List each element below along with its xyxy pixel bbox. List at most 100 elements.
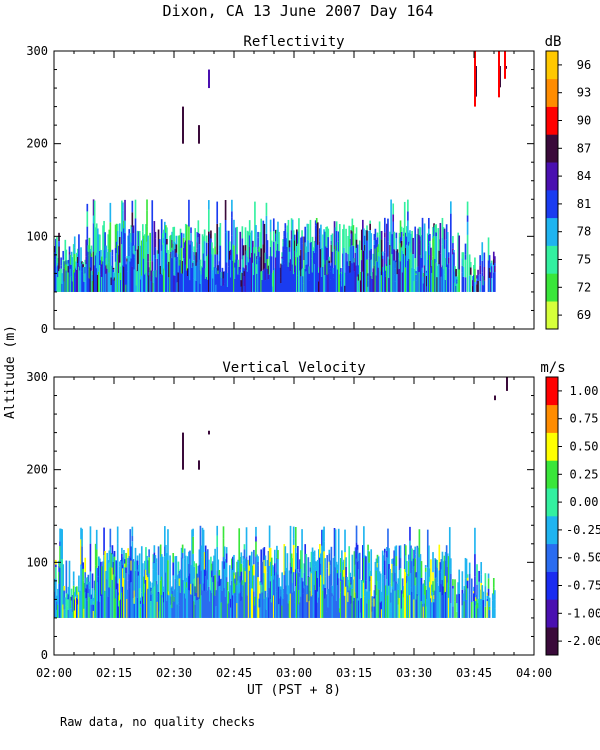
echo-cell xyxy=(477,598,479,603)
echo-cell xyxy=(159,277,162,292)
echo-cell xyxy=(79,261,81,263)
echo-cell xyxy=(481,242,484,252)
echo-cell xyxy=(64,605,67,610)
echo-cell xyxy=(168,591,170,595)
echo-cell xyxy=(107,248,110,263)
echo-cell xyxy=(217,270,220,274)
echo-cell xyxy=(358,269,361,292)
echo-cell xyxy=(300,276,302,292)
echo-cell xyxy=(316,244,319,273)
echo-cell xyxy=(240,552,243,564)
echo-cell xyxy=(152,588,155,618)
echo-cell xyxy=(490,260,493,263)
echo-cell xyxy=(274,575,276,618)
echo-cell xyxy=(443,228,446,240)
echo-cell xyxy=(323,526,325,542)
echo-cell xyxy=(253,549,255,565)
echo-cell xyxy=(245,250,248,266)
echo-cell xyxy=(70,588,73,597)
echo-cell xyxy=(340,268,342,273)
echo-cell xyxy=(178,235,181,266)
echo-cell xyxy=(95,252,98,269)
echo-cell xyxy=(326,274,329,292)
echo-cell xyxy=(84,572,87,593)
echo-cell xyxy=(112,267,115,270)
echo-cell xyxy=(321,276,323,292)
echo-cell xyxy=(304,268,307,292)
echo-cell xyxy=(349,587,352,618)
echo-cell xyxy=(382,266,385,273)
echo-cell xyxy=(474,554,476,577)
echo-cell xyxy=(424,565,427,568)
echo-cell xyxy=(139,607,142,618)
echo-cell xyxy=(376,261,379,292)
echo-cell xyxy=(404,232,407,248)
echo-cell xyxy=(374,237,377,249)
echo-cell xyxy=(466,221,469,235)
echo-cell xyxy=(90,256,93,271)
echo-cell xyxy=(122,568,124,587)
echo-cell xyxy=(412,237,414,255)
echo-cell xyxy=(284,571,287,618)
echo-cell xyxy=(127,558,129,564)
echo-cell xyxy=(358,552,361,580)
echo-cell xyxy=(414,226,417,259)
echo-cell xyxy=(123,561,125,579)
echo-cell xyxy=(492,587,495,595)
echo-cell xyxy=(123,239,125,267)
echo-cell xyxy=(407,220,409,261)
echo-cell xyxy=(242,255,245,268)
echo-cell xyxy=(373,606,376,618)
echo-cell xyxy=(378,256,381,292)
echo-cell xyxy=(181,260,184,274)
echo-cell xyxy=(222,271,225,279)
echo-cell xyxy=(58,246,60,272)
echo-cell xyxy=(54,578,56,586)
echo-cell xyxy=(151,214,154,232)
echo-cell xyxy=(202,236,205,254)
echo-cell xyxy=(387,218,389,242)
echo-cell xyxy=(351,588,354,618)
echo-cell xyxy=(370,248,373,260)
echo-cell xyxy=(85,598,88,607)
echo-cell xyxy=(113,280,116,285)
echo-cell xyxy=(353,551,356,577)
echo-cell xyxy=(205,551,208,571)
echo-cell xyxy=(379,602,382,618)
echo-cell xyxy=(440,569,443,585)
echo-cell xyxy=(330,262,333,292)
echo-cell xyxy=(431,595,433,603)
echo-cell xyxy=(340,558,342,573)
echo-cell xyxy=(54,259,56,292)
echo-cell xyxy=(366,603,368,618)
echo-cell xyxy=(308,600,311,618)
echo-cell xyxy=(115,560,118,590)
colorbar-swatch xyxy=(546,51,558,80)
echo-cell xyxy=(359,598,362,613)
echo-cell xyxy=(116,230,119,245)
echo-cell xyxy=(357,274,360,281)
echo-cell xyxy=(463,601,466,618)
echo-cell xyxy=(108,587,111,618)
echo-cell xyxy=(137,263,140,292)
echo-cell xyxy=(436,265,439,278)
echo-cell xyxy=(426,259,429,292)
echo-cell xyxy=(367,276,369,281)
echo-cell xyxy=(387,595,389,618)
echo-cell xyxy=(215,284,217,292)
echo-cell xyxy=(188,240,190,292)
echo-cell xyxy=(278,586,280,605)
echo-cell xyxy=(195,280,198,292)
colorbar-label: 84 xyxy=(577,169,591,183)
echo-cell xyxy=(373,598,376,607)
echo-cell xyxy=(246,256,249,272)
echo-cell xyxy=(92,601,95,605)
echo-cell xyxy=(172,562,175,576)
echo-cell xyxy=(482,285,485,292)
echo-cell xyxy=(448,586,451,618)
echo-cell xyxy=(266,258,269,269)
echo-cell xyxy=(270,602,273,618)
echo-cell xyxy=(252,580,254,589)
echo-cell xyxy=(386,266,388,292)
